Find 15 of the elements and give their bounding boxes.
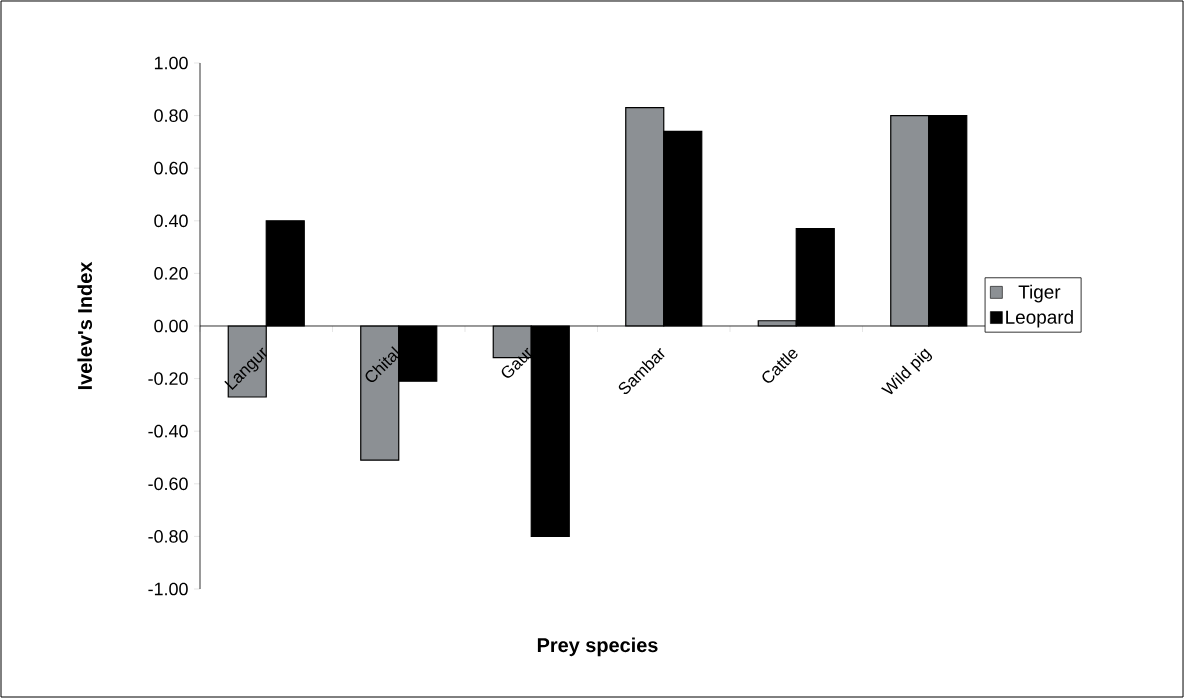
y-tick-label: 0.20 <box>154 267 188 280</box>
legend-label: Tiger <box>1018 284 1061 303</box>
y-tick-label: -0.20 <box>148 372 188 385</box>
y-tick-label: 0.80 <box>154 109 188 122</box>
y-tick-label: -0.40 <box>148 424 188 438</box>
y-tick-label: 1.00 <box>154 56 188 70</box>
legend-label: Leopard <box>1006 309 1073 328</box>
y-axis-title: Ivelev's Index <box>77 261 93 390</box>
y-tick-label: -0.60 <box>148 477 188 491</box>
x-axis-title: Prey species <box>537 637 658 657</box>
y-tick-label: -0.80 <box>148 530 188 543</box>
y-tick-label: 0.00 <box>154 319 188 333</box>
y-tick-label: 0.40 <box>154 214 188 228</box>
y-tick-label: 0.60 <box>154 161 188 175</box>
y-tick-label: -1.00 <box>148 582 188 596</box>
